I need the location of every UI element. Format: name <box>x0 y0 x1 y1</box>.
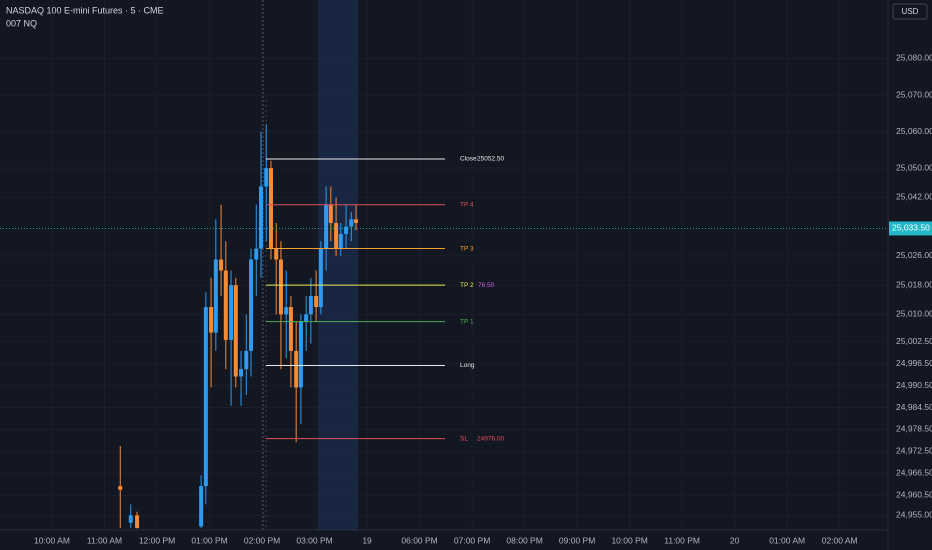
symbol-title: NASDAQ 100 E-mini Futures · 5 · CME <box>6 5 164 15</box>
position-levels: Close 25052.50 TP 4 TP 3 TP 2 76.50 TP 1 Long SL… <box>0 156 888 442</box>
last-price-label: 25,033.50 <box>892 223 930 233</box>
candle-body <box>229 285 234 340</box>
x-tick-label: 11:00 PM <box>664 535 700 545</box>
candle-body <box>268 168 273 249</box>
level-extra: 76.50 <box>478 282 495 289</box>
level-value: 24976.00 <box>477 435 504 442</box>
y-tick-label: 24,960.50 <box>896 490 932 500</box>
candle-body <box>135 515 140 529</box>
level-label: TP 4 <box>460 201 474 208</box>
y-axis: 25,080.00 25,070.00 25,060.00 25,050.00 25,0… <box>889 53 932 520</box>
candle-body <box>318 248 323 308</box>
candle-body <box>203 307 208 487</box>
x-tick-label: 03:00 PM <box>296 535 332 545</box>
candles <box>118 124 359 529</box>
y-tick-label: 24,955.00 <box>896 510 932 520</box>
x-tick-label: 11:00 AM <box>87 535 122 545</box>
level-label: TP 3 <box>460 245 474 252</box>
candle-body <box>258 186 263 249</box>
y-tick-label: 25,060.00 <box>896 126 932 136</box>
y-tick-label: 25,002.50 <box>896 336 932 346</box>
candle-body <box>304 314 309 322</box>
candle-body <box>324 204 329 249</box>
level-label: Close <box>460 156 477 163</box>
x-tick-label: 01:00 PM <box>191 535 227 545</box>
x-tick-label: 02:00 AM <box>822 535 858 545</box>
x-tick-label: 06:00 PM <box>401 535 437 545</box>
candle-body <box>128 515 133 523</box>
grid <box>0 0 888 530</box>
y-tick-label: 24,978.50 <box>896 424 932 434</box>
x-axis: 10:00 AM 11:00 AM 12:00 PM 01:00 PM 02:00 PM… <box>34 535 858 545</box>
candle-body <box>199 486 204 527</box>
candle-body <box>328 204 333 223</box>
candle-body <box>213 259 218 333</box>
level-value: 25052.50 <box>477 156 504 163</box>
x-tick-label: 20 <box>730 535 740 545</box>
candle-body <box>118 486 123 490</box>
level-label: TP 1 <box>460 318 474 325</box>
session-highlight <box>318 0 358 530</box>
candle-body <box>314 296 319 308</box>
y-tick-label: 24,966.50 <box>896 468 932 478</box>
level-label: SL <box>460 435 468 442</box>
price-axis <box>888 0 932 550</box>
candle-body <box>344 226 349 234</box>
candle-body <box>278 259 283 315</box>
y-tick-label: 24,984.50 <box>896 402 932 412</box>
candle-body <box>284 307 289 315</box>
x-tick-label: 10:00 AM <box>34 535 70 545</box>
y-tick-label: 25,080.00 <box>896 53 932 63</box>
candle-body <box>274 248 279 260</box>
x-tick-label: 02:00 PM <box>244 535 280 545</box>
currency-button[interactable] <box>892 3 928 20</box>
candle-body <box>264 168 269 187</box>
y-tick-label: 25,010.00 <box>896 309 932 319</box>
candle-body <box>219 259 224 271</box>
y-tick-label: 25,070.00 <box>896 89 932 99</box>
candle-body <box>354 219 359 223</box>
y-tick-label: 24,996.50 <box>896 358 932 368</box>
y-tick-label: 25,018.00 <box>896 279 932 289</box>
indicator-label: 007 NQ <box>6 18 37 28</box>
level-label: TP 2 <box>460 282 474 289</box>
candle-body <box>338 233 343 249</box>
x-tick-label: 10:00 PM <box>611 535 647 545</box>
candle-body <box>308 296 313 315</box>
y-tick-label: 25,050.00 <box>896 162 932 172</box>
x-tick-label: 12:00 PM <box>139 535 175 545</box>
candle-body <box>334 222 339 249</box>
x-tick-label: 19 <box>362 535 372 545</box>
x-tick-label: 09:00 PM <box>559 535 595 545</box>
x-tick-label: 01:00 AM <box>769 535 805 545</box>
candle-body <box>209 307 214 333</box>
y-tick-label: 24,990.50 <box>896 380 932 390</box>
last-price-box <box>889 221 932 236</box>
candle-body <box>244 350 249 370</box>
candle-body <box>349 219 354 227</box>
y-tick-label: 25,042.00 <box>896 192 932 202</box>
level-label: Long <box>460 362 475 369</box>
candle-body <box>298 321 303 388</box>
candle-body <box>288 307 293 351</box>
x-tick-label: 07:00 PM <box>454 535 490 545</box>
x-tick-label: 08:00 PM <box>506 535 542 545</box>
candle-body <box>294 350 299 388</box>
y-tick-label: 24,972.50 <box>896 446 932 456</box>
candle-body <box>239 369 244 377</box>
candle-body <box>249 259 254 351</box>
candle-body <box>233 285 238 377</box>
y-tick-label: 25,026.00 <box>896 250 932 260</box>
candle-body <box>223 270 228 340</box>
currency-label: USD <box>902 7 919 16</box>
candle-body <box>254 248 259 260</box>
